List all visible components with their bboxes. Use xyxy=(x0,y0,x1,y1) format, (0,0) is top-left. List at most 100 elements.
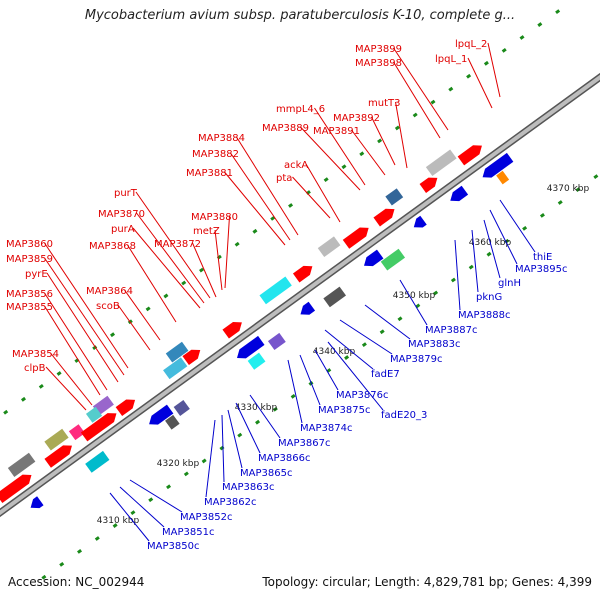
reverse-leader-line xyxy=(109,492,150,542)
gene-block xyxy=(380,248,406,271)
reverse-gene-label: fadE7 xyxy=(371,369,400,380)
gene-block xyxy=(292,265,313,283)
scale-tick xyxy=(56,371,62,376)
scale-tick xyxy=(148,497,154,503)
forward-leader-line xyxy=(44,292,108,391)
forward-leader-line xyxy=(45,366,87,411)
forward-leader-line xyxy=(136,212,205,304)
scale-tick xyxy=(130,510,136,516)
reverse-leader-line xyxy=(287,359,303,424)
gene-block xyxy=(323,286,347,308)
reverse-gene-label: MAP3875c xyxy=(318,405,370,416)
reverse-leader-line xyxy=(399,279,428,326)
reverse-gene-label: MAP3865c xyxy=(240,468,292,479)
scale-tick xyxy=(483,60,489,66)
reverse-leader-line xyxy=(129,479,183,513)
forward-leader-line xyxy=(236,136,299,236)
reverse-gene-label: MAP3888c xyxy=(458,310,510,321)
forward-gene-label: metZ xyxy=(193,226,220,237)
gene-block xyxy=(413,215,427,228)
gene-block xyxy=(300,301,316,315)
forward-gene-label: MAP3868 xyxy=(89,241,136,252)
forward-leader-line xyxy=(127,244,177,323)
forward-leader-line xyxy=(135,191,211,299)
reverse-leader-line xyxy=(454,239,461,311)
scale-tick xyxy=(38,383,44,389)
forward-gene-label: lpqL_2 xyxy=(455,39,487,50)
gene-block xyxy=(222,322,242,339)
scale-tick xyxy=(450,277,456,283)
forward-leader-line xyxy=(50,352,93,406)
forward-gene-label: MAP3854 xyxy=(12,349,59,360)
accession-label: Accession: NC_002944 xyxy=(8,575,145,589)
reverse-leader-line xyxy=(314,349,339,391)
scale-tick xyxy=(448,86,454,92)
reverse-leader-line xyxy=(119,486,165,528)
reverse-gene-label: glnH xyxy=(498,278,521,289)
forward-leader-line xyxy=(371,116,396,166)
reverse-gene-label: MAP3895c xyxy=(515,264,567,275)
scale-tick xyxy=(361,342,367,348)
forward-gene-label: MAP3856 xyxy=(6,289,53,300)
scale-tick xyxy=(112,523,118,528)
scale-tick xyxy=(3,409,9,415)
reverse-gene-label: MAP3851c xyxy=(162,527,214,538)
forward-leader-line xyxy=(487,42,501,98)
forward-gene-label: MAP3860 xyxy=(6,239,53,250)
scale-tick xyxy=(270,216,276,221)
forward-gene-label: MAP3884 xyxy=(198,133,245,144)
forward-leader-line xyxy=(224,171,286,246)
forward-gene-label: MAP3889 xyxy=(262,123,309,134)
forward-gene-label: MAP3872 xyxy=(154,239,201,250)
scale-label: 4330 kbp xyxy=(235,403,278,413)
reverse-leader-line xyxy=(489,209,518,265)
scale-tick xyxy=(323,177,329,183)
gene-block xyxy=(165,341,189,363)
reverse-gene-label: MAP3863c xyxy=(222,482,274,493)
map-title: Mycobacterium avium subsp. paratuberculo… xyxy=(84,8,516,23)
forward-gene-label: pyrE xyxy=(25,269,48,280)
forward-leader-line xyxy=(230,152,291,241)
forward-leader-line xyxy=(44,305,101,396)
scale-tick xyxy=(59,561,65,567)
forward-leader-line xyxy=(467,57,493,109)
scale-tick xyxy=(397,316,403,322)
forward-gene-label: MAP3882 xyxy=(192,149,239,160)
gene-block xyxy=(44,445,72,468)
scale-tick xyxy=(593,174,599,180)
forward-gene-label: MAP3859 xyxy=(6,254,53,265)
forward-leader-line xyxy=(117,304,151,351)
forward-leader-line xyxy=(192,242,217,298)
scale-label: 4320 kbp xyxy=(157,459,200,469)
scale-tick xyxy=(519,35,525,40)
gene-block xyxy=(7,452,36,477)
gene-block xyxy=(0,474,32,503)
reverse-leader-line xyxy=(364,304,411,340)
scale-tick xyxy=(201,458,207,464)
scale-tick xyxy=(181,280,187,286)
reverse-leader-line xyxy=(324,329,374,370)
scale-tick xyxy=(557,200,563,205)
gene-block xyxy=(419,177,438,193)
gene-block xyxy=(80,413,117,442)
scale-tick xyxy=(466,73,472,79)
scale-tick xyxy=(77,549,83,554)
scale-tick xyxy=(575,187,581,192)
forward-leader-line xyxy=(44,242,129,369)
axis-line xyxy=(0,74,600,516)
gene-block xyxy=(85,450,110,473)
scale-tick xyxy=(272,406,278,412)
forward-leader-line xyxy=(395,101,408,169)
forward-gene-label: MAP3881 xyxy=(186,168,233,179)
gene-block xyxy=(373,208,395,227)
forward-leader-line xyxy=(300,126,361,191)
gene-block xyxy=(482,152,514,178)
gene-block xyxy=(496,170,510,185)
forward-gene-label: scoB xyxy=(96,301,120,312)
scale-tick xyxy=(145,306,151,312)
gene-block xyxy=(237,335,265,359)
scale-tick xyxy=(501,48,507,53)
forward-gene-label: purA xyxy=(111,224,135,235)
